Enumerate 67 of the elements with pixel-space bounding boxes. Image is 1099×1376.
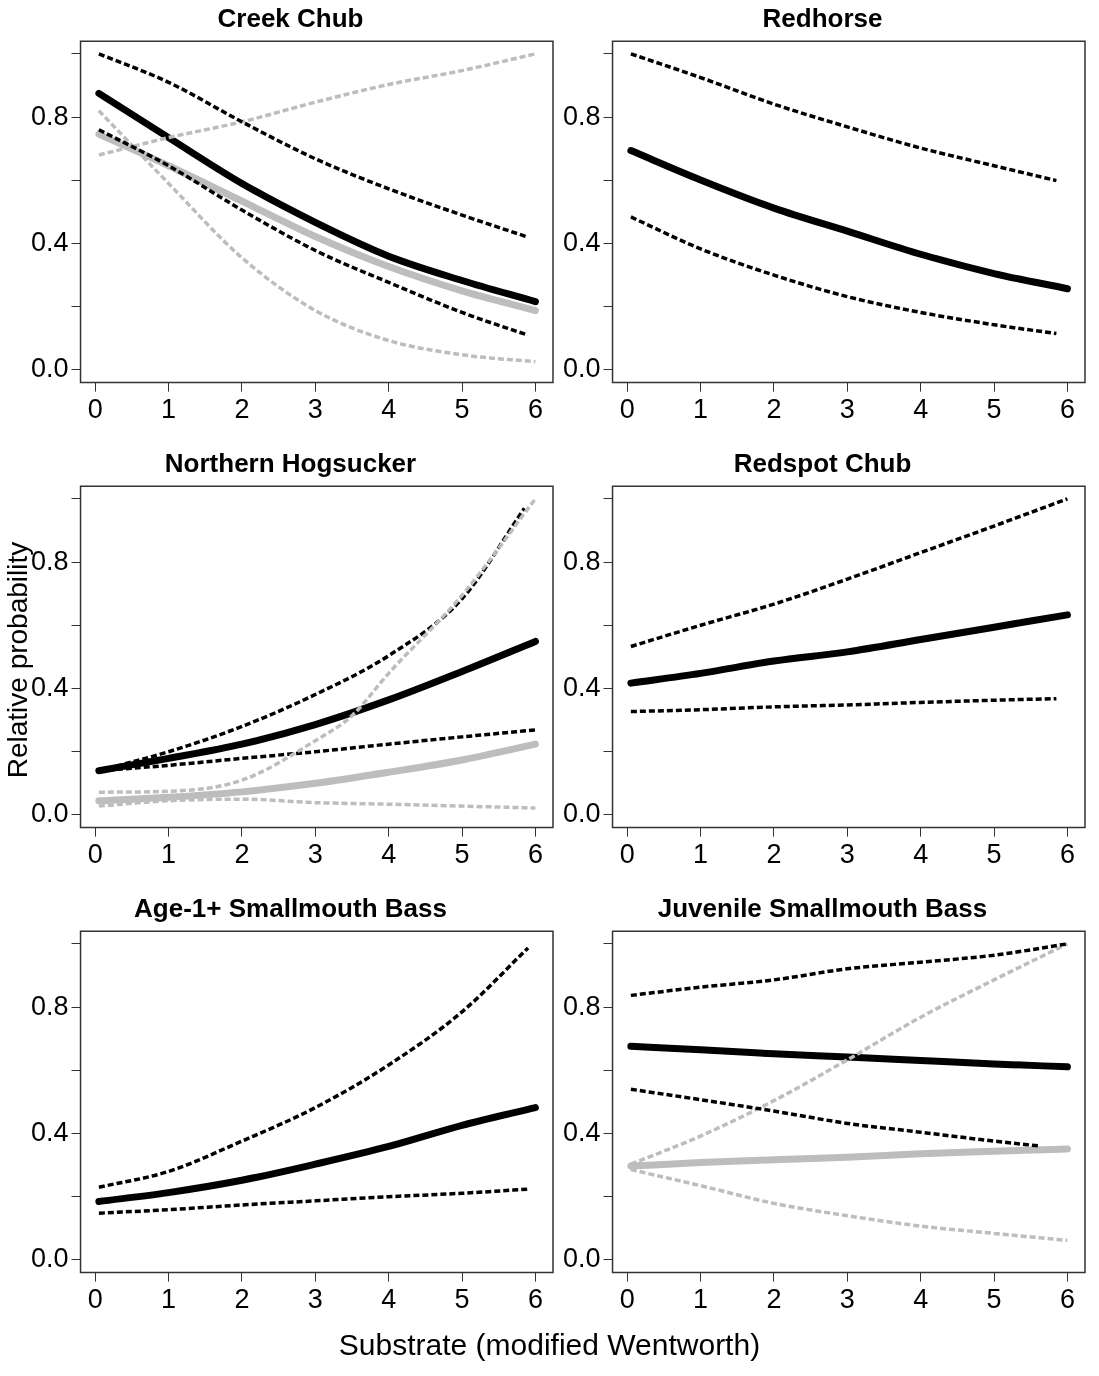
x-tick-label: 3: [839, 1284, 855, 1315]
x-tick-label: 5: [986, 394, 1002, 425]
y-tick-label: 0.8: [30, 990, 69, 1021]
x-tick-label: 6: [527, 394, 543, 425]
x-tick-label: 1: [693, 394, 709, 425]
x-tick-label: 4: [381, 394, 397, 425]
y-tick-label: 0.4: [30, 671, 69, 702]
chart-title: Creek Chub: [217, 2, 364, 33]
y-tick-label: 0.4: [562, 226, 601, 257]
x-tick-label: 4: [913, 1284, 929, 1315]
y-tick-label: 0.4: [562, 671, 601, 702]
x-tick-label: 0: [619, 839, 635, 870]
y-tick-label: 0.0: [562, 1243, 601, 1274]
x-tick-label: 2: [766, 839, 782, 870]
x-tick-label: 6: [527, 839, 543, 870]
x-tick-label: 4: [913, 394, 929, 425]
x-tick-label: 6: [1059, 394, 1075, 425]
y-tick-label: 0.8: [562, 545, 601, 576]
x-tick-label: 4: [381, 1284, 397, 1315]
y-tick-label: 0.8: [30, 100, 69, 131]
x-tick-label: 2: [766, 394, 782, 425]
y-tick-label: 0.4: [30, 1116, 69, 1147]
x-tick-label: 0: [87, 1284, 103, 1315]
x-tick-label: 2: [766, 1284, 782, 1315]
x-tick-label: 6: [1059, 1284, 1075, 1315]
x-tick-label: 6: [527, 1284, 543, 1315]
y-tick-label: 0.0: [562, 353, 601, 384]
x-tick-label: 1: [693, 839, 709, 870]
y-tick-label: 0.0: [30, 353, 69, 384]
x-tick-label: 5: [454, 839, 470, 870]
x-tick-label: 5: [454, 1284, 470, 1315]
x-tick-label: 5: [454, 394, 470, 425]
x-tick-label: 3: [839, 839, 855, 870]
x-axis-title: Substrate (modified Wentworth): [337, 1328, 762, 1362]
y-tick-label: 0.0: [30, 798, 69, 829]
chart-title: Redhorse: [762, 2, 883, 33]
x-tick-label: 3: [839, 394, 855, 425]
chart-title: Age-1+ Smallmouth Bass: [134, 892, 447, 923]
x-tick-label: 4: [381, 839, 397, 870]
x-tick-label: 3: [307, 1284, 323, 1315]
x-tick-label: 6: [1059, 839, 1075, 870]
x-tick-label: 0: [619, 394, 635, 425]
y-tick-label: 0.4: [562, 1116, 601, 1147]
x-tick-label: 5: [986, 1284, 1002, 1315]
chart-title: Redspot Chub: [733, 447, 912, 478]
x-tick-label: 5: [986, 839, 1002, 870]
x-tick-label: 1: [693, 1284, 709, 1315]
x-tick-label: 1: [161, 839, 177, 870]
x-tick-label: 1: [161, 394, 177, 425]
x-tick-label: 1: [161, 1284, 177, 1315]
x-tick-label: 2: [234, 839, 250, 870]
x-tick-label: 3: [307, 394, 323, 425]
chart-title: Juvenile Smallmouth Bass: [657, 892, 988, 923]
x-tick-label: 0: [619, 1284, 635, 1315]
x-tick-label: 2: [234, 394, 250, 425]
x-tick-label: 0: [87, 394, 103, 425]
y-tick-label: 0.0: [30, 1243, 69, 1274]
x-tick-label: 2: [234, 1284, 250, 1315]
chart-title: Northern Hogsucker: [164, 447, 417, 478]
y-tick-label: 0.8: [562, 100, 601, 131]
x-tick-label: 3: [307, 839, 323, 870]
y-tick-label: 0.4: [30, 226, 69, 257]
x-tick-label: 4: [913, 839, 929, 870]
x-tick-label: 0: [87, 839, 103, 870]
y-axis-title: Relative probability: [1, 541, 33, 779]
y-tick-label: 0.8: [562, 990, 601, 1021]
y-tick-label: 0.0: [562, 798, 601, 829]
